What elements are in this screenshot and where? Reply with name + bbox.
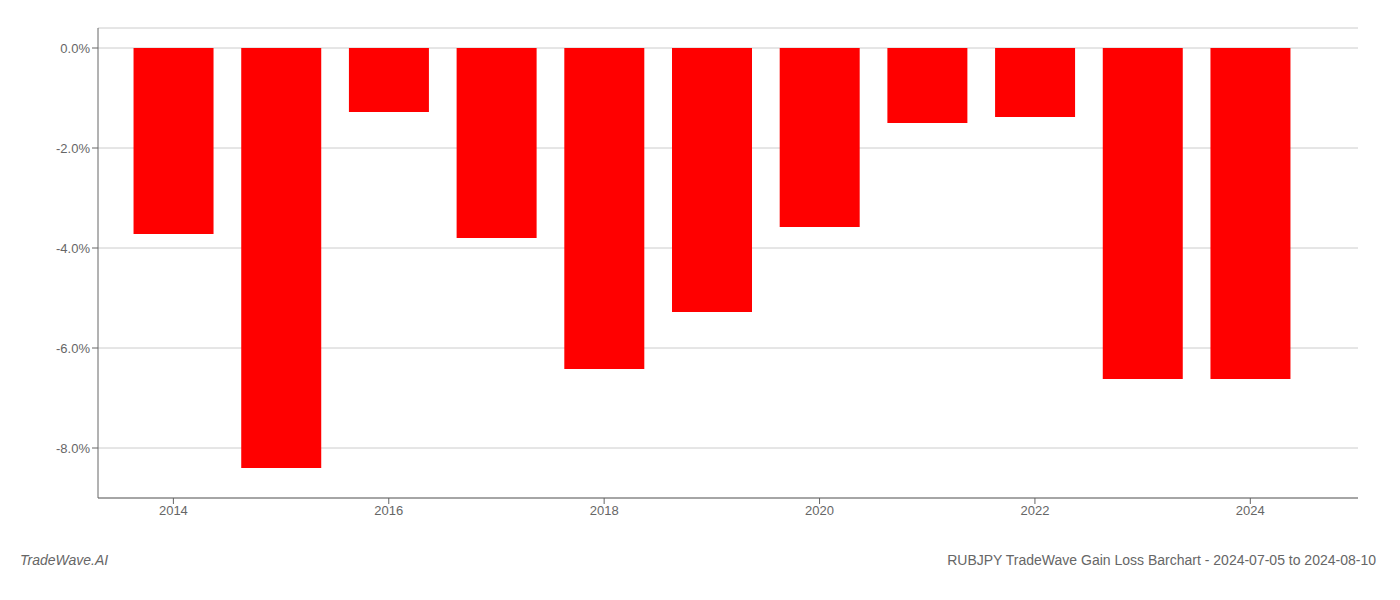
svg-text:-4.0%: -4.0% (56, 241, 90, 256)
html-text:RUBJPY TradeWave Gain Loss Bar: RUBJPY TradeWave Gain Loss Barchart - 20… (947, 552, 1376, 568)
svg-text:2016: 2016 (374, 503, 403, 518)
svg-text:2024: 2024 (1236, 503, 1265, 518)
svg-text:2014: 2014 (159, 503, 188, 518)
svg-text:-6.0%: -6.0% (56, 341, 90, 356)
html-text:TradeWave.AI: TradeWave.AI (20, 552, 109, 568)
svg-text:0.0%: 0.0% (60, 41, 90, 56)
svg-text:-2.0%: -2.0% (56, 141, 90, 156)
svg-text:2018: 2018 (590, 503, 619, 518)
svg-text:-8.0%: -8.0% (56, 441, 90, 456)
svg-text:2020: 2020 (805, 503, 834, 518)
svg-text:2022: 2022 (1020, 503, 1049, 518)
